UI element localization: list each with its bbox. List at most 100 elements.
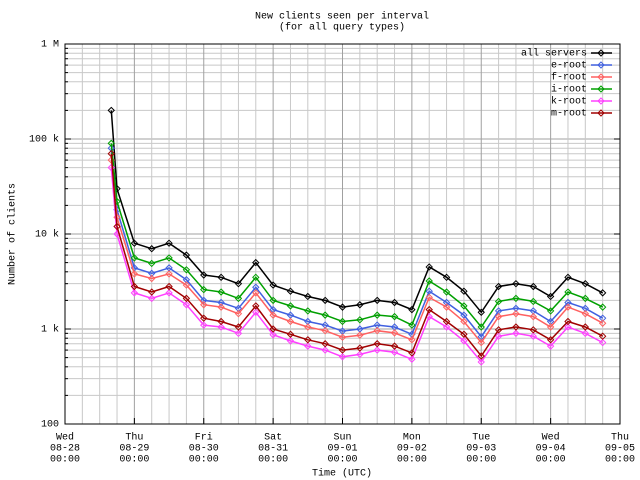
y-tick-label: 10 k: [35, 229, 59, 241]
data-point: [338, 353, 347, 361]
data-point: [356, 301, 364, 309]
data-point: [564, 323, 572, 331]
data-point: [107, 163, 115, 172]
data-point: [390, 298, 399, 307]
data-point: [442, 317, 451, 326]
x-tick-label: Tue: [472, 433, 490, 444]
x-tick-label: 00:00: [50, 455, 80, 466]
data-point: [581, 294, 590, 303]
data-point: [512, 309, 520, 318]
data-point: [373, 326, 381, 335]
data-point: [598, 314, 607, 322]
data-point: [252, 289, 260, 297]
data-point: [564, 303, 572, 311]
data-point: [182, 301, 191, 309]
data-point: [564, 288, 572, 296]
data-point: [304, 292, 312, 301]
data-point: [442, 288, 451, 296]
data-point: [356, 316, 364, 324]
data-point: [234, 323, 243, 331]
data-point: [494, 282, 503, 291]
legend-label: all servers: [521, 48, 587, 60]
legend-marker: [597, 85, 605, 93]
x-tick-label: 08-30: [189, 444, 219, 455]
data-point: [442, 303, 451, 311]
data-point: [512, 279, 520, 288]
data-point: [494, 297, 503, 306]
data-point: [442, 273, 451, 282]
data-point: [252, 273, 260, 282]
x-tick-label: Thu: [125, 432, 143, 444]
data-point: [148, 288, 156, 296]
y-tick-label: 100 k: [29, 134, 59, 146]
data-point: [598, 319, 607, 327]
data-point: [321, 340, 329, 348]
data-point: [234, 329, 243, 338]
data-point: [546, 336, 555, 344]
x-tick-label: 00:00: [327, 455, 357, 466]
y-tick-label: 1 M: [41, 40, 59, 51]
data-point: [200, 285, 208, 294]
data-point: [217, 288, 225, 296]
data-point: [113, 222, 121, 231]
legend-label: f-root: [551, 72, 587, 84]
data-point: [321, 326, 329, 335]
y-axis-label: Number of clients: [7, 183, 19, 285]
legend-label: e-root: [551, 61, 587, 72]
legend-marker: [597, 61, 605, 69]
data-point: [217, 323, 225, 331]
data-point: [442, 323, 451, 331]
data-point: [200, 314, 208, 322]
data-point: [581, 309, 590, 318]
data-point: [269, 296, 277, 305]
data-point: [390, 312, 399, 321]
data-point: [408, 355, 416, 363]
data-point: [598, 338, 607, 347]
data-point: [217, 273, 225, 282]
data-point: [269, 311, 277, 319]
data-point: [494, 312, 503, 321]
data-point: [373, 340, 381, 348]
data-point: [442, 298, 451, 307]
data-point: [338, 317, 347, 326]
data-point: [234, 279, 243, 288]
data-point: [529, 282, 537, 291]
data-point: [425, 263, 433, 271]
data-point: [581, 279, 590, 288]
data-point: [512, 329, 520, 338]
data-point: [338, 303, 347, 311]
data-point: [107, 106, 115, 115]
data-point: [425, 305, 433, 314]
x-tick-label: 09-04: [536, 444, 566, 455]
data-point: [390, 348, 399, 356]
data-point: [148, 259, 156, 268]
data-point: [286, 317, 295, 326]
data-point: [217, 303, 225, 311]
x-tick-label: 09-03: [466, 444, 496, 455]
data-point: [512, 323, 520, 331]
data-point: [373, 311, 381, 319]
data-point: [564, 273, 572, 282]
data-point: [546, 342, 555, 350]
data-point: [107, 139, 115, 148]
data-point: [408, 349, 416, 357]
legend-marker: [597, 97, 605, 105]
data-point: [546, 323, 555, 331]
data-point: [165, 282, 173, 291]
data-point: [564, 298, 572, 307]
x-tick-label: Wed: [542, 432, 560, 444]
y-tick-label: 100: [41, 420, 59, 431]
x-tick-label: 00:00: [536, 455, 566, 466]
data-point: [338, 333, 347, 341]
legend-label: i-root: [551, 84, 587, 96]
data-point: [408, 305, 416, 314]
data-point: [408, 321, 416, 329]
data-point: [425, 277, 433, 285]
data-point: [304, 342, 312, 350]
data-point: [286, 302, 295, 310]
data-point: [234, 294, 243, 303]
data-point: [477, 308, 485, 316]
data-point: [200, 271, 208, 279]
x-tick-label: 09-01: [327, 444, 357, 455]
data-point: [477, 338, 485, 347]
